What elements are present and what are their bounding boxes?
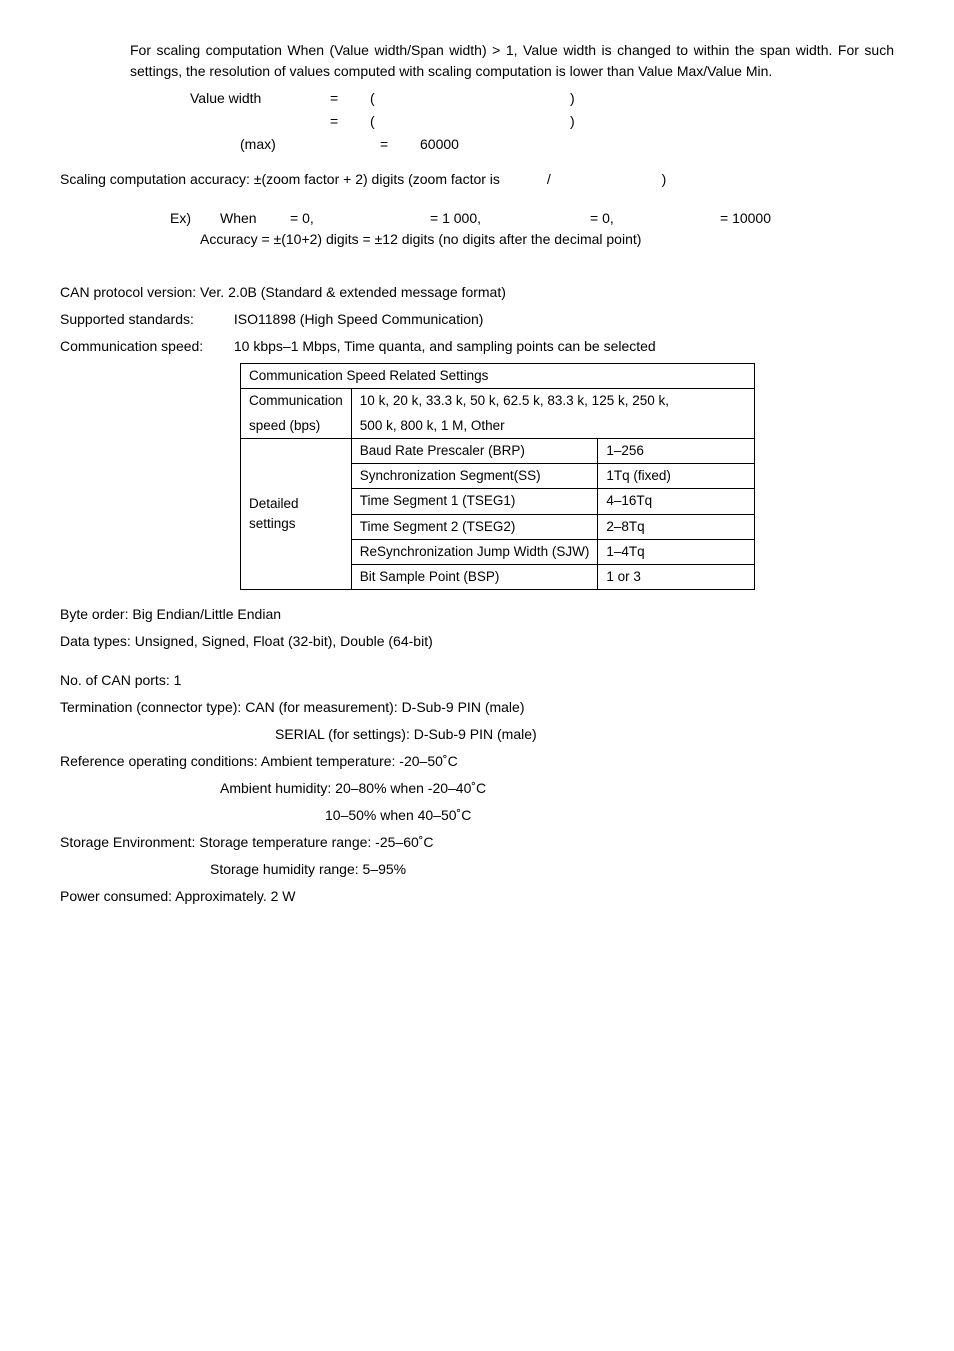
can-version-text: CAN protocol version: Ver. 2.0B (Standar… [60, 284, 506, 300]
table-header-row: Communication Speed Related Settings [241, 364, 755, 389]
max-label: (max) [190, 134, 380, 155]
value-width-row-2: = ( ) [190, 111, 894, 132]
byte-order-text: Byte order: Big Endian/Little Endian [60, 606, 281, 622]
detailed-settings-cell: Detailed settings [241, 438, 352, 590]
table-row: speed (bps) 500 k, 800 k, 1 M, Other [241, 414, 755, 439]
setting-value-cell: 1 or 3 [598, 565, 755, 590]
supported-std-label: Supported standards: [60, 309, 230, 330]
equals-sign: = [380, 134, 420, 155]
open-paren: ( [370, 111, 410, 132]
setting-name-cell: Baud Rate Prescaler (BRP) [351, 438, 598, 463]
blank-space [410, 88, 570, 109]
data-types-line: Data types: Unsigned, Signed, Float (32-… [60, 631, 894, 652]
setting-value-cell: 1Tq (fixed) [598, 464, 755, 489]
open-paren: ( [370, 88, 410, 109]
ambient-humidity-text-2: 10–50% when 40–50˚C [325, 807, 471, 823]
setting-value-cell: 4–16Tq [598, 489, 755, 514]
table-row: Communication 10 k, 20 k, 33.3 k, 50 k, … [241, 389, 755, 414]
accuracy-text-pre: Scaling computation accuracy: ±(zoom fac… [60, 171, 500, 187]
ex-label: Ex) [170, 208, 220, 229]
scaling-note-paragraph: For scaling computation When (Value widt… [130, 40, 894, 82]
comm-speed-value: 10 kbps–1 Mbps, Time quanta, and samplin… [234, 338, 656, 354]
can-ports-line: No. of CAN ports: 1 [60, 670, 894, 691]
setting-name-cell: ReSynchronization Jump Width (SJW) [351, 539, 598, 564]
termination-line-1: Termination (connector type): CAN (for m… [60, 697, 894, 718]
table-row: Detailed settings Baud Rate Prescaler (B… [241, 438, 755, 463]
storage-env-line: Storage Environment: Storage temperature… [60, 832, 894, 853]
accuracy-close-paren: ) [662, 171, 667, 187]
ambient-humidity-line: Ambient humidity: 20–80% when -20–40˚C [220, 778, 894, 799]
scaling-accuracy-line: Scaling computation accuracy: ±(zoom fac… [60, 169, 894, 190]
ref-cond-text: Reference operating conditions: Ambient … [60, 753, 458, 769]
settings-table: Communication Speed Related Settings Com… [240, 363, 755, 590]
ex-eq10000: = 10000 [720, 208, 771, 229]
comm-speed-label: Communication speed: [60, 336, 230, 357]
setting-value-cell: 1–256 [598, 438, 755, 463]
supported-standards-line: Supported standards: ISO11898 (High Spee… [60, 309, 894, 330]
sixty-k-value: 60000 [420, 134, 460, 155]
close-paren: ) [570, 111, 575, 132]
example-row: Ex) When = 0, = 1 000, = 0, = 10000 [170, 208, 894, 229]
setting-value-cell: 2–8Tq [598, 514, 755, 539]
termination-line-2: SERIAL (for settings): D-Sub-9 PIN (male… [275, 724, 894, 745]
value-width-row-1: Value width = ( ) [190, 88, 894, 109]
power-consumed-text: Power consumed: Approximately. 2 W [60, 888, 296, 904]
comm-speed-cell-line2: speed (bps) [241, 414, 352, 439]
setting-name-cell: Synchronization Segment(SS) [351, 464, 598, 489]
ex-eq0a: = 0, [290, 208, 350, 229]
setting-name-cell: Time Segment 1 (TSEG1) [351, 489, 598, 514]
value-width-label: Value width [190, 88, 330, 109]
ambient-humidity-line-2: 10–50% when 40–50˚C [325, 805, 894, 826]
ex-eq1000: = 1 000, [430, 208, 510, 229]
ex-when: When [220, 208, 290, 229]
blank-label [190, 111, 330, 132]
value-width-row-3: (max) = 60000 [190, 134, 894, 155]
storage-humidity-text: Storage humidity range: 5–95% [210, 861, 406, 877]
scaling-note-text: For scaling computation When (Value widt… [130, 42, 894, 79]
setting-name-cell: Time Segment 2 (TSEG2) [351, 514, 598, 539]
power-consumed-line: Power consumed: Approximately. 2 W [60, 886, 894, 907]
close-paren: ) [570, 88, 575, 109]
ambient-humidity-text: Ambient humidity: 20–80% when -20–40˚C [220, 780, 486, 796]
detailed-line1: Detailed [249, 496, 299, 511]
termination-text-2: SERIAL (for settings): D-Sub-9 PIN (male… [275, 726, 537, 742]
can-ports-text: No. of CAN ports: 1 [60, 672, 181, 688]
byte-order-line: Byte order: Big Endian/Little Endian [60, 604, 894, 625]
data-types-text: Data types: Unsigned, Signed, Float (32-… [60, 633, 433, 649]
comm-speed-line: Communication speed: 10 kbps–1 Mbps, Tim… [60, 336, 894, 357]
ref-cond-line: Reference operating conditions: Ambient … [60, 751, 894, 772]
ex-eq0b: = 0, [590, 208, 640, 229]
can-version-line: CAN protocol version: Ver. 2.0B (Standar… [60, 282, 894, 303]
equals-sign: = [330, 88, 370, 109]
comm-speed-cell-line1: Communication [241, 389, 352, 414]
slash-sep: / [504, 169, 594, 190]
table-header-cell: Communication Speed Related Settings [241, 364, 755, 389]
speeds-line2: 500 k, 800 k, 1 M, Other [351, 414, 755, 439]
detailed-line2: settings [249, 516, 296, 531]
example-accuracy-text: Accuracy = ±(10+2) digits = ±12 digits (… [200, 231, 641, 247]
speeds-line1: 10 k, 20 k, 33.3 k, 50 k, 62.5 k, 83.3 k… [351, 389, 755, 414]
example-accuracy-line: Accuracy = ±(10+2) digits = ±12 digits (… [200, 229, 894, 250]
blank-space [410, 111, 570, 132]
storage-humidity-line: Storage humidity range: 5–95% [210, 859, 894, 880]
setting-value-cell: 1–4Tq [598, 539, 755, 564]
termination-text-1: Termination (connector type): CAN (for m… [60, 699, 524, 715]
storage-env-text: Storage Environment: Storage temperature… [60, 834, 434, 850]
supported-std-value: ISO11898 (High Speed Communication) [234, 311, 484, 327]
equals-sign: = [330, 111, 370, 132]
setting-name-cell: Bit Sample Point (BSP) [351, 565, 598, 590]
